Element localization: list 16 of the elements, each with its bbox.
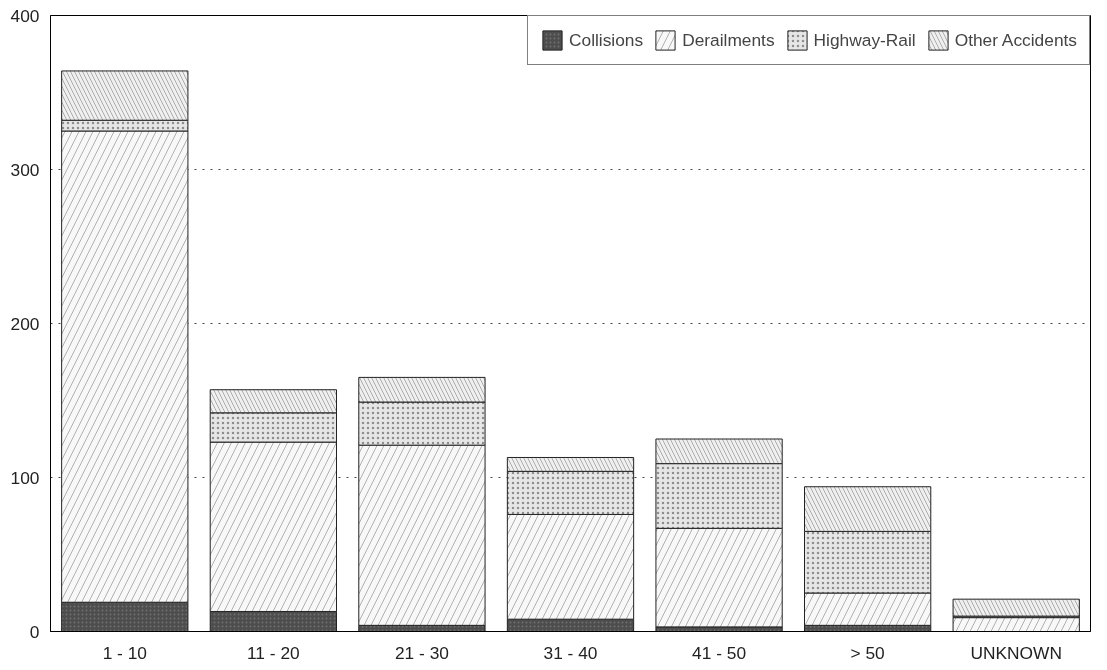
y-tick-label: 400 xyxy=(10,5,40,26)
legend-label: Derailments xyxy=(682,29,775,51)
legend-label: Other Accidents xyxy=(954,29,1077,51)
y-tick-label: 300 xyxy=(10,159,40,180)
legend-label: Collisions xyxy=(568,29,644,51)
x-tick-label: 41 - 50 xyxy=(692,642,747,663)
x-tick-label: 31 - 40 xyxy=(543,642,598,663)
x-tick-label: UNKNOWN xyxy=(970,642,1062,663)
x-tick-label: 21 - 30 xyxy=(394,642,449,663)
y-tick-label: 0 xyxy=(29,621,40,642)
legend-label: Highway-Rail xyxy=(813,29,916,51)
x-tick-label: > 50 xyxy=(850,642,885,663)
y-tick-label: 200 xyxy=(10,313,40,334)
x-tick-label: 11 - 20 xyxy=(247,642,300,663)
x-tick-label: 1 - 10 xyxy=(102,642,147,663)
y-tick-label: 100 xyxy=(10,467,40,488)
